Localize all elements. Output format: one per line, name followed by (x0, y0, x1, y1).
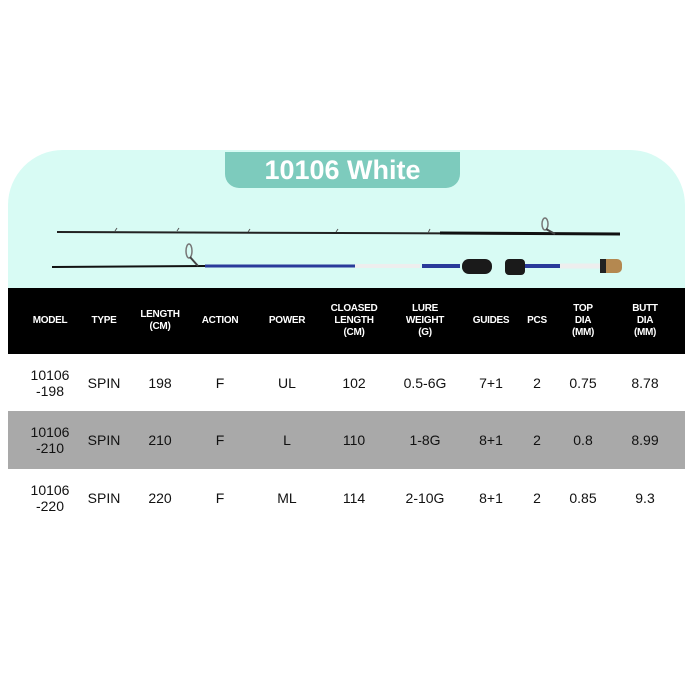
table-row: 10106 -210 SPIN 210 F L 110 1-8G 8+1 2 0… (8, 411, 685, 469)
cell-lure-weight: 0.5-6G (403, 374, 447, 391)
cell-top-dia: 0.8 (573, 432, 593, 448)
cell-closed-length: 102 (342, 374, 366, 391)
header-power: POWER (268, 315, 306, 326)
header-guides: GUIDES (472, 315, 510, 326)
cell-model: 10106 -210 (30, 424, 70, 456)
cell-model: 10106 -198 (30, 366, 70, 399)
cell-lure-weight: 2-10G (405, 489, 445, 506)
cell-type: SPIN (87, 432, 121, 448)
cell-pcs: 2 (533, 489, 541, 506)
header-type: TYPE (91, 315, 117, 326)
cell-guides: 7+1 (479, 374, 503, 391)
cell-closed-length: 110 (342, 432, 366, 448)
rod-butt-section (51, 243, 622, 275)
cell-pcs: 2 (533, 432, 541, 448)
cell-action: F (215, 489, 225, 506)
header-closed-length: CLOASED LENGTH (CM) (330, 303, 378, 338)
header-butt-dia: BUTT DIA (MM) (632, 303, 658, 338)
cell-length: 198 (148, 374, 172, 391)
cell-guides: 8+1 (479, 489, 503, 506)
header-lure-weight: LURE WEIGHT (G) (405, 303, 445, 338)
cell-action: F (215, 432, 225, 448)
cell-pcs: 2 (533, 374, 541, 391)
cell-power: ML (277, 489, 297, 506)
cell-guides: 8+1 (479, 432, 503, 448)
cell-butt-dia: 8.78 (631, 374, 659, 391)
header-top-dia: TOP DIA (MM) (571, 303, 595, 338)
header-action: ACTION (201, 315, 239, 326)
table-row: 10106 -198 SPIN 198 F UL 102 0.5-6G 7+1 … (8, 354, 685, 411)
rod-tip-section (56, 217, 621, 236)
cell-power: UL (278, 374, 296, 391)
product-title: 10106 White (225, 152, 460, 188)
cell-action: F (215, 374, 225, 391)
header-length: LENGTH (CM) (140, 309, 180, 332)
cell-top-dia: 0.75 (569, 374, 597, 391)
cell-type: SPIN (87, 489, 121, 506)
cell-butt-dia: 9.3 (635, 489, 655, 506)
cell-closed-length: 114 (342, 489, 366, 506)
header-model: MODEL (32, 315, 68, 326)
table-row: 10106 -220 SPIN 220 F ML 114 2-10G 8+1 2… (8, 469, 685, 526)
cell-type: SPIN (87, 374, 121, 391)
cell-length: 210 (148, 432, 172, 448)
cell-lure-weight: 1-8G (409, 432, 441, 448)
fishing-rod-image (51, 217, 622, 275)
cell-length: 220 (148, 489, 172, 506)
cell-model: 10106 -220 (30, 481, 70, 514)
cell-top-dia: 0.85 (569, 489, 597, 506)
cell-butt-dia: 8.99 (631, 432, 659, 448)
header-pcs: PCS (527, 315, 547, 326)
cell-power: L (283, 432, 291, 448)
table-header: MODEL TYPE LENGTH (CM) ACTION POWER CLOA… (8, 288, 685, 354)
